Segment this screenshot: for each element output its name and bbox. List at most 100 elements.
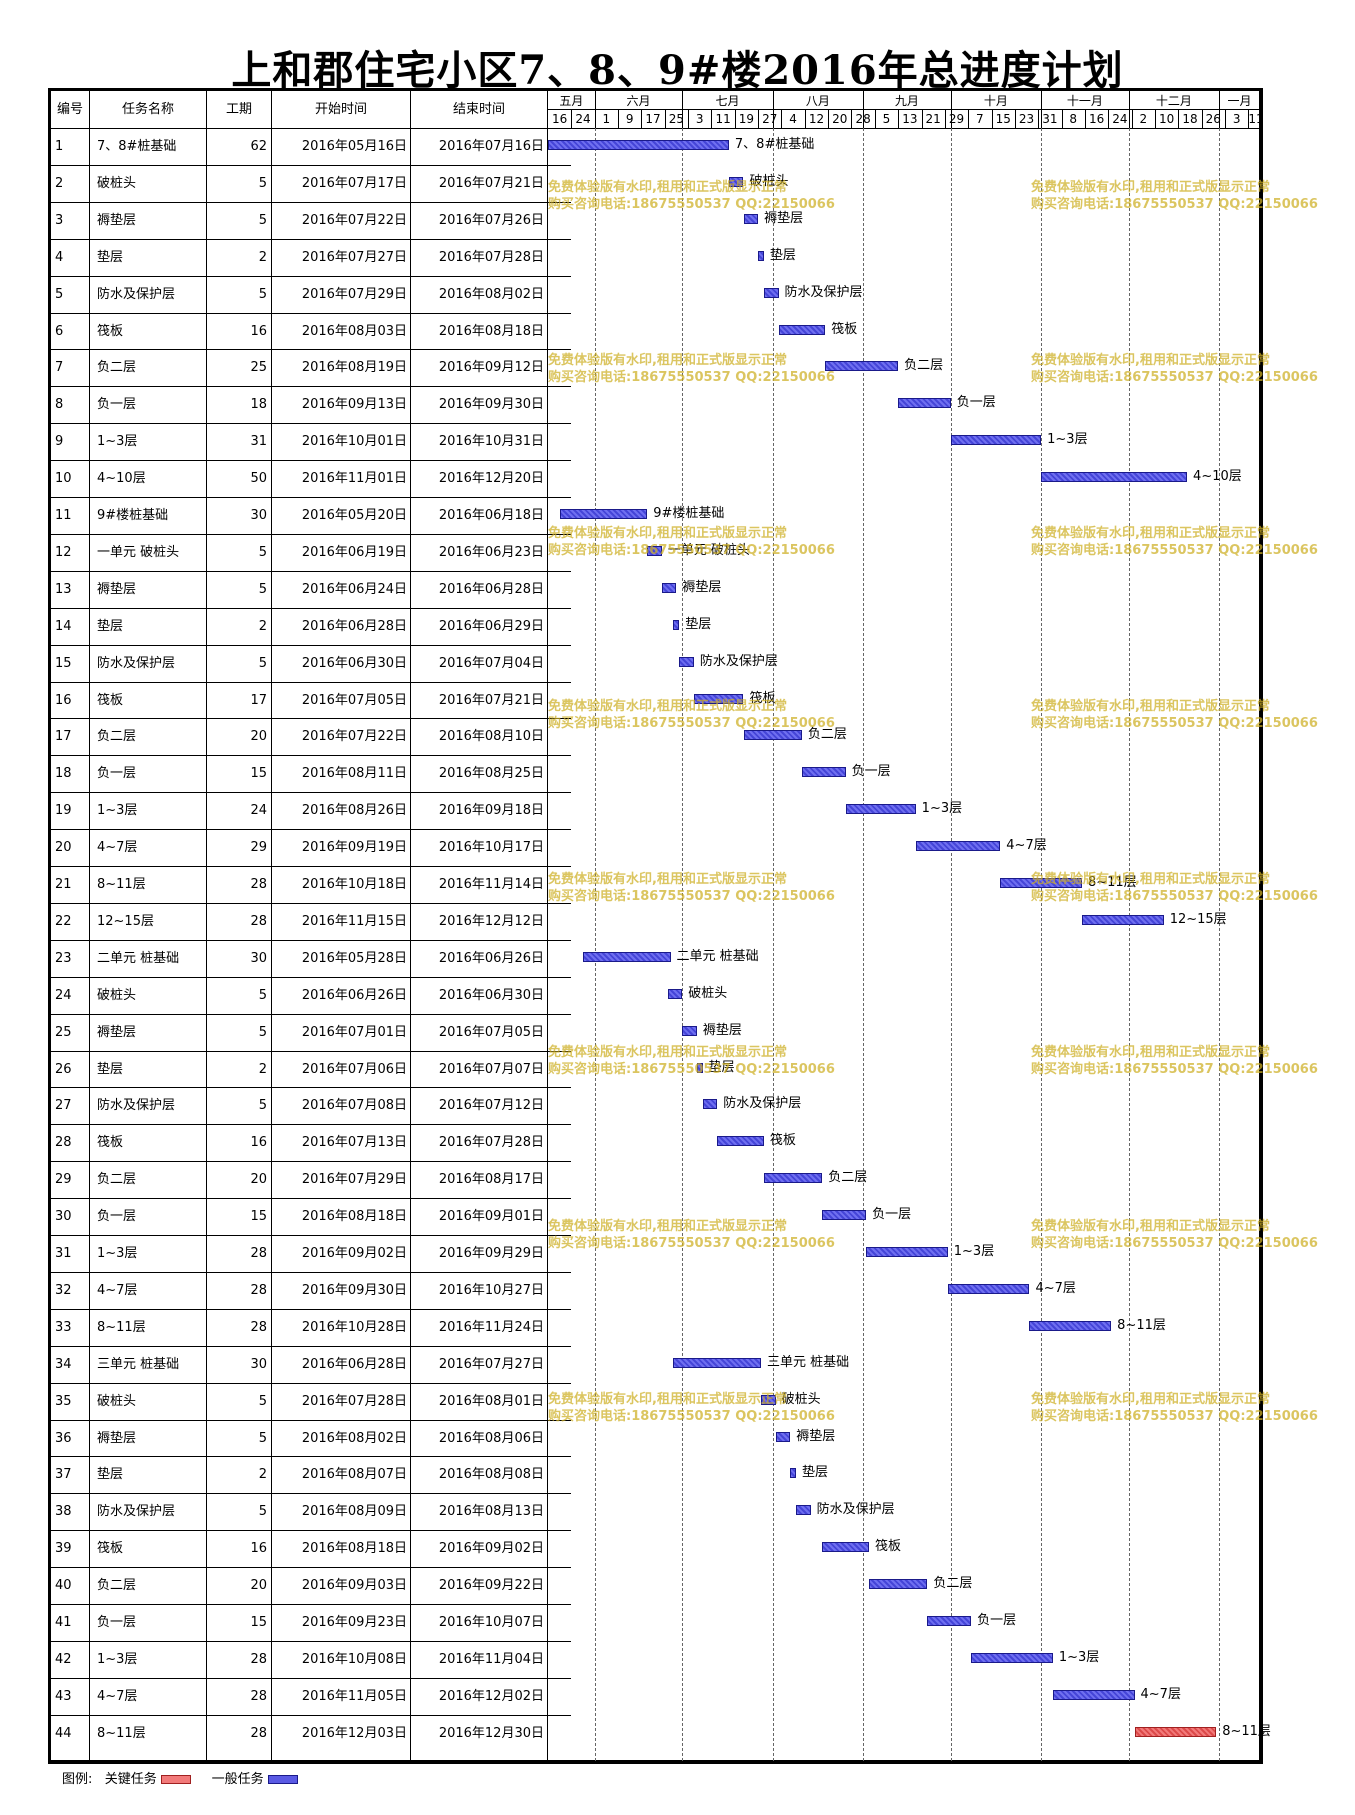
- row-divider: [51, 1161, 571, 1163]
- bar-label: 7、8#桩基础: [734, 137, 815, 152]
- task-start: 2016年07月06日: [301, 1061, 407, 1077]
- task-bar: [728, 176, 744, 187]
- tick-separator: [571, 109, 573, 128]
- row-divider: [51, 497, 571, 498]
- task-bar: [679, 656, 694, 667]
- task-end: 2016年07月27日: [438, 1356, 544, 1372]
- task-id: 1: [55, 139, 64, 154]
- watermark-line1: 免费体验版有水印,租用和正式版显示正常: [1031, 1045, 1270, 1060]
- task-end: 2016年11月24日: [438, 1319, 544, 1335]
- bar-label: 12~15层: [1169, 911, 1227, 927]
- task-bar: [775, 1431, 791, 1442]
- task-start: 2016年10月08日: [301, 1651, 407, 1667]
- task-name: 筏板: [97, 1135, 124, 1151]
- task-duration: 5: [258, 987, 267, 1003]
- task-end: 2016年07月21日: [438, 692, 544, 708]
- task-start: 2016年06月30日: [301, 655, 407, 671]
- task-bar: [647, 545, 662, 556]
- column-divider: [410, 91, 411, 1761]
- task-bar: [927, 1616, 972, 1626]
- task-id: 13: [55, 581, 72, 597]
- task-name: 9#楼桩基础: [97, 508, 169, 523]
- tick-label: 28: [855, 112, 871, 126]
- task-end: 2016年06月29日: [438, 618, 544, 634]
- task-name: 1~3层: [97, 1246, 138, 1261]
- task-id: 42: [55, 1651, 72, 1667]
- task-bar: [915, 841, 1001, 852]
- watermark-line2: 购买咨询电话:18675550537 QQ:22150066: [1031, 197, 1318, 212]
- bar-label: 筏板: [874, 1539, 901, 1555]
- tick-separator: [1248, 109, 1250, 128]
- task-start: 2016年05月16日: [301, 139, 407, 154]
- row-divider: [51, 349, 571, 351]
- task-name: 褥垫层: [97, 212, 137, 228]
- watermark-line2: 购买咨询电话:18675550537 QQ:22150066: [548, 1236, 835, 1251]
- task-bar: [763, 287, 779, 298]
- task-name: 8~11层: [97, 1725, 146, 1741]
- task-bar: [548, 140, 729, 150]
- row-divider: [51, 1640, 571, 1642]
- task-end: 2016年08月10日: [438, 729, 544, 745]
- bar-label: 4~10层: [1193, 469, 1242, 485]
- task-name: 负一层: [97, 766, 137, 782]
- tick-separator: [711, 109, 713, 128]
- bar-label: 筏板: [831, 321, 858, 337]
- task-bar: [801, 767, 846, 778]
- row-divider: [51, 1235, 571, 1236]
- tick-separator: [1131, 109, 1133, 128]
- bar-label: 筏板: [749, 690, 776, 706]
- task-end: 2016年11月14日: [438, 877, 544, 892]
- page-title: 上和郡住宅小区7、8、9#楼2016年总进度计划: [231, 47, 1124, 94]
- task-id: 32: [55, 1282, 72, 1298]
- task-end: 2016年12月02日: [438, 1688, 544, 1704]
- row-divider: [51, 607, 571, 609]
- month-gridline: [772, 128, 774, 1761]
- tick-separator: [594, 109, 596, 128]
- task-start: 2016年09月23日: [301, 1615, 407, 1630]
- task-name: 4~7层: [97, 1688, 138, 1704]
- tick-label: 3: [1232, 112, 1241, 126]
- month-gridline: [863, 128, 865, 1761]
- bar-label: 褥垫层: [796, 1428, 836, 1444]
- tick-label: 18: [1182, 112, 1198, 126]
- bar-label: 1~3层: [1047, 432, 1088, 448]
- task-duration: 5: [258, 1430, 267, 1446]
- task-name: 负二层: [97, 1578, 137, 1594]
- tick-label: 19: [738, 112, 755, 126]
- row-divider: [51, 939, 571, 941]
- task-id: 17: [55, 729, 72, 745]
- task-id: 19: [55, 803, 72, 819]
- watermark-line1: 免费体验版有水印,租用和正式版显示正常: [1031, 526, 1270, 541]
- task-start: 2016年08月19日: [301, 360, 407, 376]
- task-duration: 28: [250, 913, 267, 929]
- task-name: 筏板: [97, 1541, 124, 1557]
- task-duration: 30: [250, 508, 267, 523]
- row-divider: [51, 1345, 571, 1347]
- task-end: 2016年12月30日: [438, 1725, 544, 1741]
- task-start: 2016年07月27日: [301, 249, 407, 265]
- tick-label: 10: [1158, 112, 1175, 126]
- task-end: 2016年12月20日: [438, 471, 544, 487]
- task-duration: 20: [250, 1578, 267, 1594]
- row-divider: [51, 792, 571, 794]
- column-header-id: 编号: [56, 102, 83, 117]
- task-end: 2016年09月30日: [438, 397, 544, 413]
- task-end: 2016年10月07日: [438, 1615, 544, 1630]
- task-id: 44: [55, 1725, 72, 1741]
- watermark-line1: 免费体验版有水印,租用和正式版显示正常: [1031, 353, 1270, 368]
- task-name: 1~3层: [97, 803, 138, 819]
- bar-label: 8~11层: [1222, 1723, 1271, 1739]
- task-name: 破桩头: [97, 987, 137, 1003]
- month-label: 一月: [1227, 94, 1252, 108]
- tick-label: 21: [925, 112, 941, 126]
- task-id: 28: [55, 1135, 72, 1151]
- row-divider: [51, 1050, 571, 1052]
- task-id: 38: [55, 1504, 72, 1520]
- row-divider: [51, 1714, 571, 1716]
- task-id: 30: [55, 1209, 72, 1225]
- month-separator: [682, 91, 684, 128]
- task-start: 2016年11月15日: [301, 913, 407, 929]
- month-label: 六月: [626, 94, 651, 108]
- task-id: 16: [55, 692, 72, 708]
- task-id: 40: [55, 1578, 72, 1594]
